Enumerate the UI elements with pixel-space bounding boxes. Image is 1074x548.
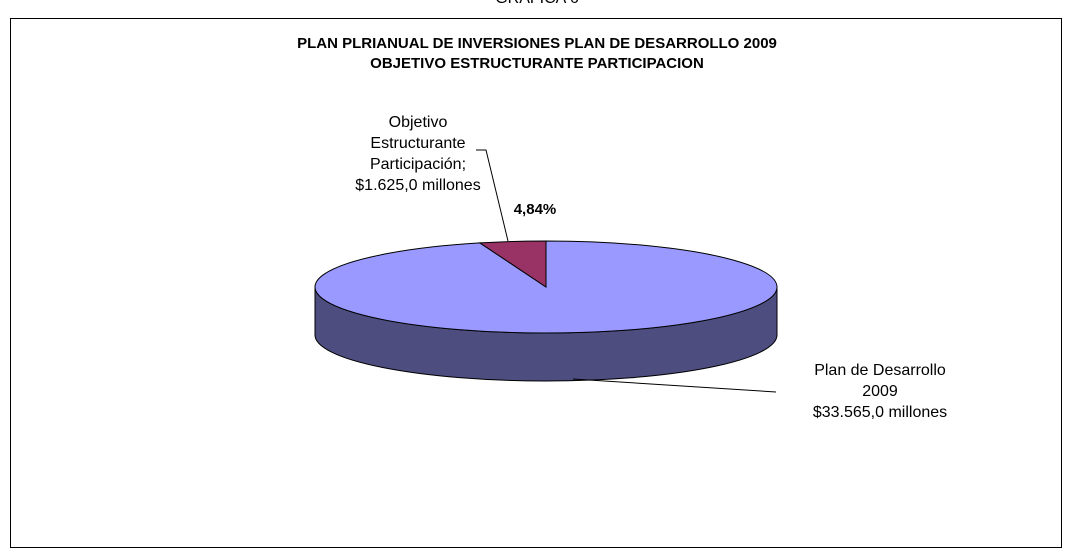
chart xyxy=(314,149,778,393)
slice xyxy=(478,240,547,288)
heading: GRAFICA 6 xyxy=(0,0,1074,8)
value-label: $33.565,0 millones xyxy=(812,404,948,421)
percent-label: 4,84% xyxy=(513,201,557,218)
category-label: Objetivo Estructurante Participación; xyxy=(369,114,467,173)
leader-line xyxy=(572,378,777,393)
slice-label: Plan de Desarrollo 2009 $33.565,0 millon… xyxy=(800,360,960,423)
chart-title: OBJETIVO ESTRUCTURANTE PARTICIPACION xyxy=(370,55,704,72)
leader-line xyxy=(476,149,509,242)
value-label: $1.625,0 millones xyxy=(355,177,481,194)
slice-label: Objetivo Estructurante Participación; $1… xyxy=(338,112,498,196)
category-label: Plan de Desarrollo 2009 xyxy=(814,362,946,400)
chart-title: PLAN PLRIANUAL DE INVERSIONES PLAN DE DE… xyxy=(297,35,777,52)
